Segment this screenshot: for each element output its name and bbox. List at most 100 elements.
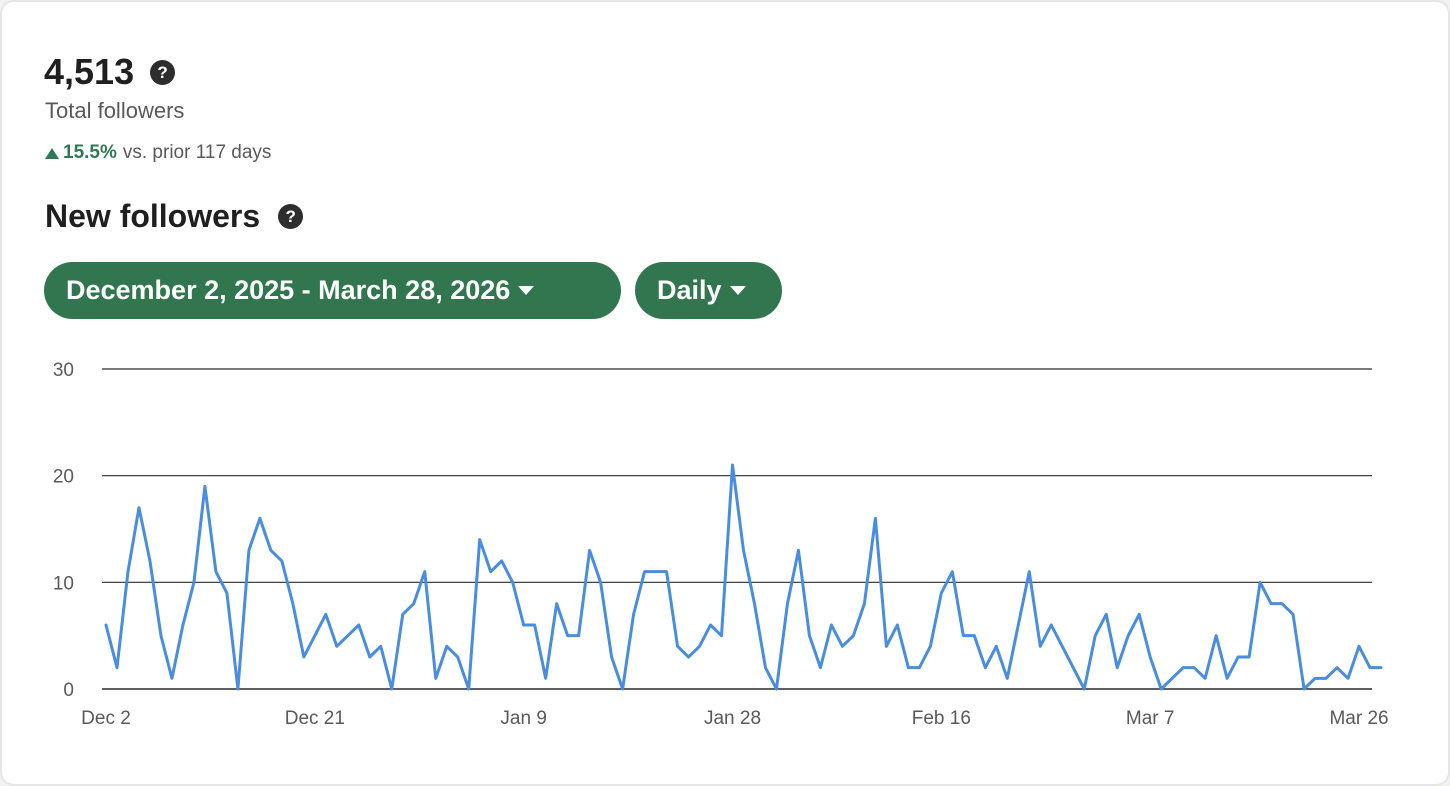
data-point[interactable] [135, 504, 143, 512]
data-point[interactable] [366, 653, 374, 661]
data-point[interactable] [553, 600, 561, 608]
data-point[interactable] [718, 632, 726, 640]
data-point[interactable] [838, 642, 846, 650]
data-point[interactable] [102, 621, 110, 629]
data-point[interactable] [146, 557, 154, 565]
data-point[interactable] [410, 600, 418, 608]
data-point[interactable] [421, 568, 429, 576]
data-point[interactable] [915, 664, 923, 672]
data-point[interactable] [1091, 632, 1099, 640]
data-point[interactable] [1080, 685, 1088, 693]
data-point[interactable] [586, 546, 594, 554]
data-point[interactable] [849, 632, 857, 640]
data-point[interactable] [344, 632, 352, 640]
data-point[interactable] [750, 600, 758, 608]
data-point[interactable] [355, 621, 363, 629]
data-point[interactable] [1025, 568, 1033, 576]
new-followers-help-icon[interactable]: ? [278, 203, 304, 229]
data-point[interactable] [1179, 664, 1187, 672]
data-point[interactable] [465, 685, 473, 693]
data-point[interactable] [663, 568, 671, 576]
data-point[interactable] [1234, 653, 1242, 661]
data-point[interactable] [322, 610, 330, 618]
data-point[interactable] [1245, 653, 1253, 661]
data-point[interactable] [575, 632, 583, 640]
data-point[interactable] [432, 674, 440, 682]
data-point[interactable] [641, 568, 649, 576]
data-point[interactable] [1212, 632, 1220, 640]
data-point[interactable] [1157, 685, 1165, 693]
data-point[interactable] [487, 568, 495, 576]
data-point[interactable] [212, 568, 220, 576]
data-point[interactable] [1256, 578, 1264, 586]
data-point[interactable] [871, 514, 879, 522]
data-point[interactable] [707, 621, 715, 629]
data-point[interactable] [1102, 610, 1110, 618]
data-point[interactable] [1366, 664, 1374, 672]
data-point[interactable] [531, 621, 539, 629]
data-point[interactable] [1146, 653, 1154, 661]
data-point[interactable] [1311, 674, 1319, 682]
data-point[interactable] [805, 632, 813, 640]
data-point[interactable] [1278, 600, 1286, 608]
data-point[interactable] [201, 482, 209, 490]
date-range-dropdown[interactable]: December 2, 2025 - March 28, 2026 [44, 262, 621, 319]
data-point[interactable] [608, 653, 616, 661]
data-point[interactable] [685, 653, 693, 661]
data-point[interactable] [893, 621, 901, 629]
data-point[interactable] [157, 632, 165, 640]
data-point[interactable] [970, 632, 978, 640]
data-point[interactable] [124, 568, 132, 576]
data-point[interactable] [168, 674, 176, 682]
data-point[interactable] [223, 589, 231, 597]
data-point[interactable] [388, 685, 396, 693]
data-point[interactable] [564, 632, 572, 640]
data-point[interactable] [289, 600, 297, 608]
data-point[interactable] [1190, 664, 1198, 672]
data-point[interactable] [981, 664, 989, 672]
data-point[interactable] [1267, 600, 1275, 608]
data-point[interactable] [1124, 632, 1132, 640]
data-point[interactable] [542, 674, 550, 682]
data-point[interactable] [1168, 674, 1176, 682]
data-point[interactable] [509, 578, 517, 586]
data-point[interactable] [1047, 621, 1055, 629]
data-point[interactable] [179, 621, 187, 629]
data-point[interactable] [772, 685, 780, 693]
data-point[interactable] [882, 642, 890, 650]
data-point[interactable] [761, 664, 769, 672]
data-point[interactable] [1201, 674, 1209, 682]
data-point[interactable] [1289, 610, 1297, 618]
data-point[interactable] [234, 685, 242, 693]
data-point[interactable] [816, 664, 824, 672]
data-point[interactable] [256, 514, 264, 522]
data-point[interactable] [992, 642, 1000, 650]
data-point[interactable] [1377, 664, 1385, 672]
data-point[interactable] [630, 610, 638, 618]
data-point[interactable] [1069, 664, 1077, 672]
data-point[interactable] [1003, 674, 1011, 682]
data-point[interactable] [696, 642, 704, 650]
data-point[interactable] [476, 536, 484, 544]
data-point[interactable] [267, 546, 275, 554]
data-point[interactable] [1058, 642, 1066, 650]
data-point[interactable] [729, 461, 737, 469]
data-point[interactable] [860, 600, 868, 608]
data-point[interactable] [1223, 674, 1231, 682]
data-point[interactable] [783, 600, 791, 608]
data-point[interactable] [1333, 664, 1341, 672]
data-point[interactable] [794, 546, 802, 554]
data-point[interactable] [190, 578, 198, 586]
data-point[interactable] [1014, 621, 1022, 629]
data-point[interactable] [113, 664, 121, 672]
data-point[interactable] [740, 546, 748, 554]
data-point[interactable] [937, 589, 945, 597]
data-point[interactable] [674, 642, 682, 650]
data-point[interactable] [597, 578, 605, 586]
data-point[interactable] [245, 546, 253, 554]
data-point[interactable] [520, 621, 528, 629]
data-point[interactable] [443, 642, 451, 650]
data-point[interactable] [827, 621, 835, 629]
data-point[interactable] [926, 642, 934, 650]
data-point[interactable] [1113, 664, 1121, 672]
